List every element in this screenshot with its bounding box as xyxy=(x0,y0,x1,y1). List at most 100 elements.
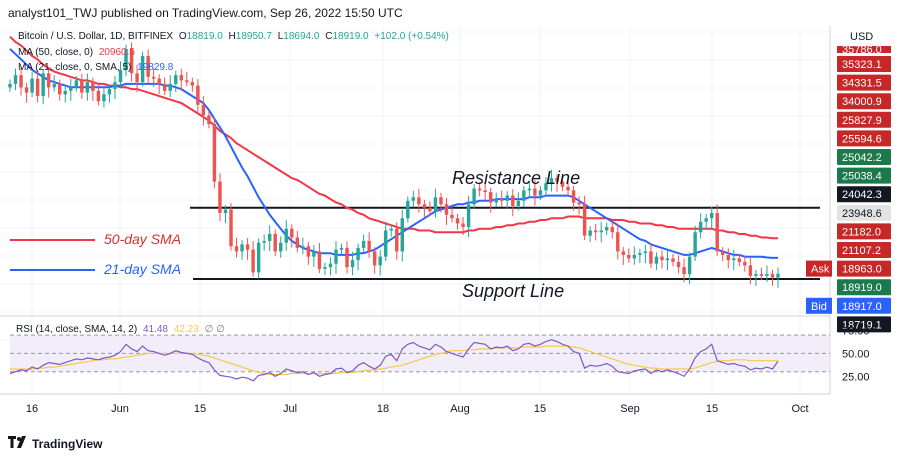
price-label-bg xyxy=(837,149,891,165)
time-tick-label: Aug xyxy=(450,403,470,415)
candle xyxy=(107,84,112,103)
candle-body xyxy=(538,190,543,196)
candle xyxy=(113,75,117,100)
candle-body xyxy=(251,249,255,273)
candle-body xyxy=(466,204,471,227)
candle xyxy=(759,267,764,281)
candle xyxy=(544,176,548,197)
candle xyxy=(687,252,692,285)
candle xyxy=(284,220,288,251)
candle xyxy=(334,241,338,274)
candle xyxy=(704,213,708,230)
candle xyxy=(162,77,167,96)
candle xyxy=(494,192,498,207)
candle-body xyxy=(91,82,95,91)
price-label-cut-text: 35786.0 xyxy=(842,44,882,56)
publisher-header: analyst101_TWJ published on TradingView.… xyxy=(8,6,403,20)
candle-body xyxy=(516,200,521,207)
candle xyxy=(732,249,736,271)
tradingview-brand: TradingView xyxy=(32,436,103,451)
candle-body xyxy=(339,247,344,250)
candle-body xyxy=(223,209,228,214)
candle-body xyxy=(743,261,747,266)
candle-body xyxy=(306,246,311,257)
candle-body xyxy=(151,76,156,79)
candle-body xyxy=(715,213,719,252)
candle xyxy=(483,181,487,201)
rsi-legend-icons: ∅ ∅ xyxy=(204,324,225,335)
open-value: 18819.0 xyxy=(186,31,223,42)
tradingview-logo-icon xyxy=(8,436,28,451)
candle-body xyxy=(279,242,283,252)
candle xyxy=(151,68,156,87)
time-tick-label: Oct xyxy=(791,403,808,415)
candle xyxy=(328,257,333,276)
low-value: 18694.0 xyxy=(283,31,320,42)
price-label-bg xyxy=(837,297,891,314)
candle-body xyxy=(759,274,764,276)
price-label-bg xyxy=(837,130,891,147)
candle xyxy=(367,232,371,258)
candle-body xyxy=(494,199,498,203)
price-label: 35323.1 xyxy=(837,56,891,72)
candle xyxy=(743,255,747,272)
price-label-bg xyxy=(837,242,891,258)
currency-label: USD xyxy=(850,31,873,43)
candle-body xyxy=(201,104,206,116)
candle-body xyxy=(267,233,272,241)
candle xyxy=(295,230,300,253)
candle-body xyxy=(770,274,775,278)
candle xyxy=(140,51,145,87)
candles xyxy=(8,42,780,288)
candle-body xyxy=(411,197,416,201)
candle xyxy=(85,73,90,101)
candle-body xyxy=(146,55,150,77)
candle-body xyxy=(776,273,780,278)
candle xyxy=(63,84,67,103)
candle-body xyxy=(660,256,664,261)
candle-body xyxy=(63,90,67,95)
price-label-text: 35323.1 xyxy=(842,59,882,71)
candle-body xyxy=(616,232,620,252)
candle-body xyxy=(140,55,145,83)
candle-body xyxy=(605,226,609,231)
candle-body xyxy=(560,181,565,187)
price-label: 21182.0 xyxy=(837,223,891,240)
candle-body xyxy=(444,204,449,215)
price-label-text: 23948.6 xyxy=(842,208,882,220)
candle-body xyxy=(406,200,410,219)
candle xyxy=(190,77,195,92)
candle xyxy=(229,203,233,251)
candle-body xyxy=(356,247,360,261)
rsi-axis[interactable]: 75.00 50.00 25.00 xyxy=(842,326,870,384)
candle-body xyxy=(726,254,730,261)
candle xyxy=(450,206,454,223)
candle xyxy=(245,237,250,260)
candle xyxy=(682,258,686,283)
candle xyxy=(240,240,244,260)
chart[interactable]: Resistance Line Support Line 50-day SMA … xyxy=(0,26,900,430)
candle-body xyxy=(113,82,117,90)
candle-body xyxy=(361,240,366,248)
candle-body xyxy=(643,251,648,254)
candle-body xyxy=(245,244,250,250)
ma50-legend: MA (50, close, 0) 20960.5 xyxy=(18,46,138,60)
candle-body xyxy=(472,188,476,205)
ma-lines xyxy=(9,35,778,259)
candle-body xyxy=(190,82,195,86)
tradingview-logo[interactable]: TradingView xyxy=(8,436,102,451)
candle-body xyxy=(732,258,736,261)
time-axis[interactable]: 16 Jun 15 Jul 18 Aug 15 Sep 15 Oct xyxy=(26,403,809,415)
candle-body xyxy=(129,48,134,74)
candle xyxy=(488,187,493,213)
candle xyxy=(422,199,427,218)
candle xyxy=(632,246,637,265)
bid-badge-text: Bid xyxy=(811,301,827,313)
price-label-bg xyxy=(837,167,891,184)
candle-body xyxy=(765,274,769,276)
candle-body xyxy=(323,267,327,269)
candle xyxy=(444,197,449,225)
candle-body xyxy=(196,85,200,105)
candle-body xyxy=(273,233,277,252)
